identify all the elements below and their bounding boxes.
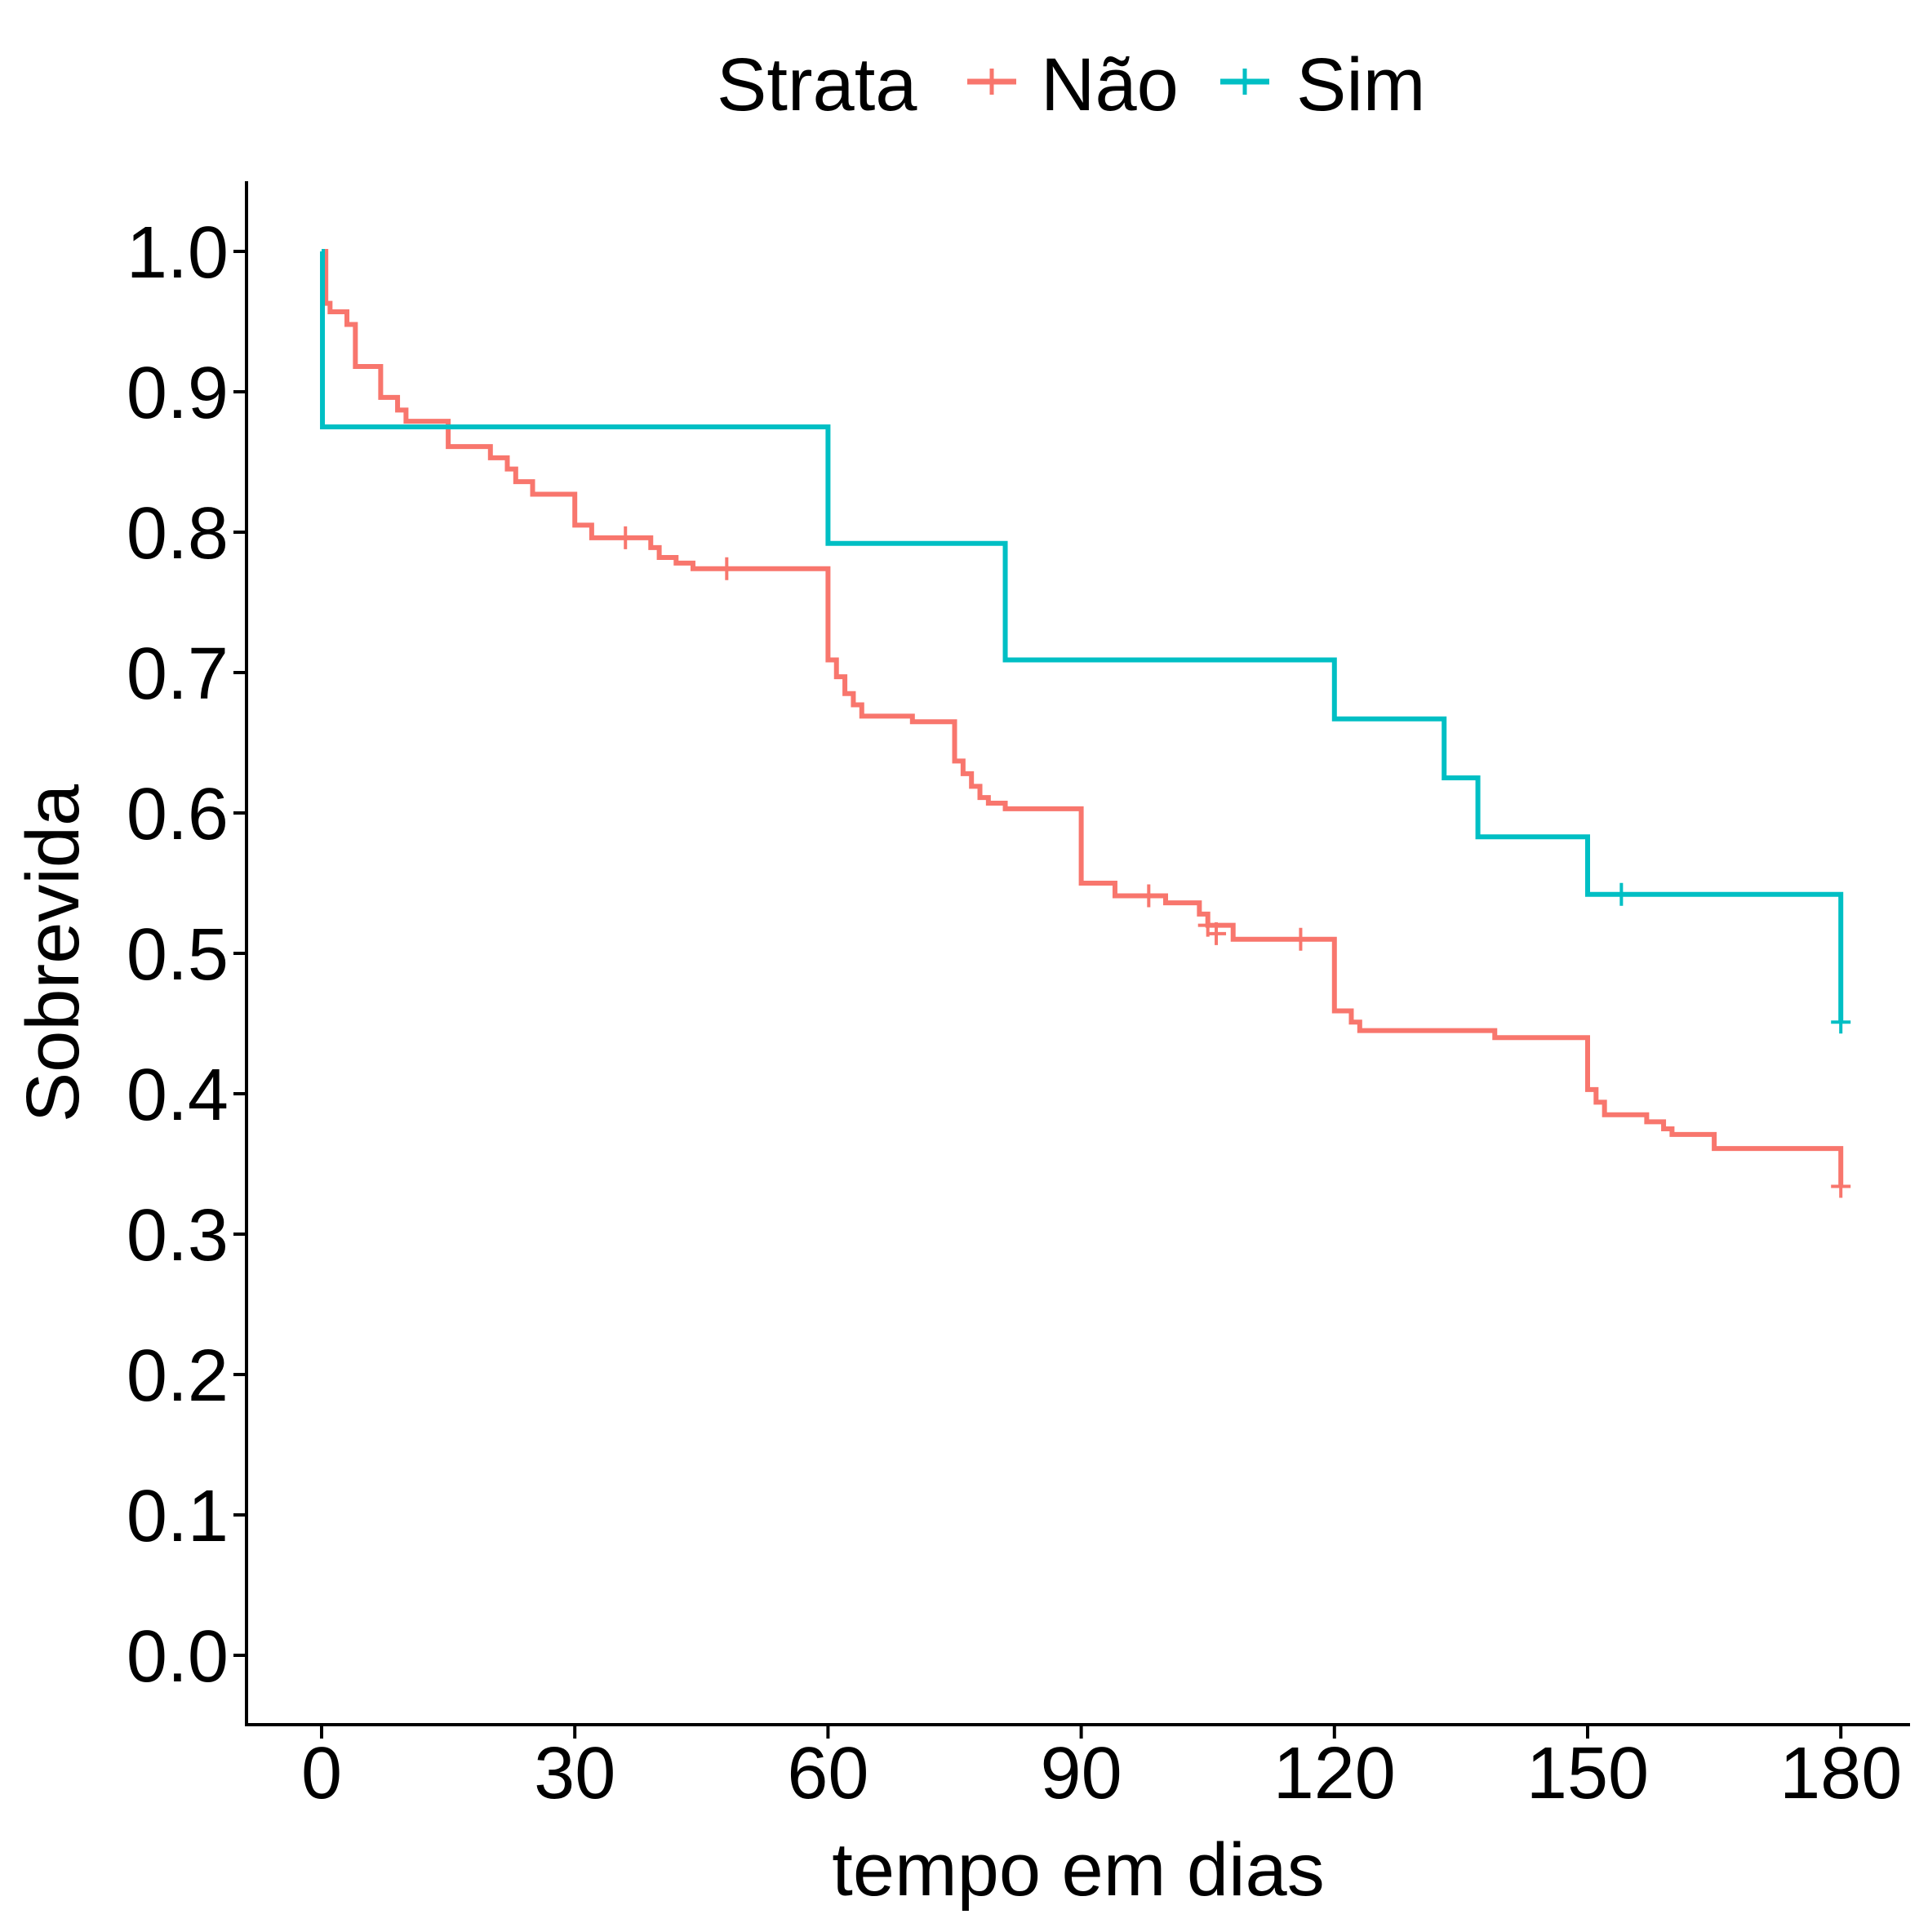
censor-mark-nao [1831, 1175, 1851, 1198]
x-tick-label: 30 [534, 1733, 615, 1814]
censor-mark-sim [1611, 882, 1632, 906]
y-axis-title: Sobrevida [11, 784, 95, 1122]
censor-mark-nao [1291, 927, 1311, 951]
plot-series [320, 249, 1851, 1198]
x-tick-label: 90 [1041, 1733, 1122, 1814]
y-tick-label: 0.4 [127, 1055, 229, 1136]
y-tick-label: 0.6 [127, 774, 229, 855]
legend-item-nao: Não [967, 43, 1179, 127]
censor-mark-sim [1831, 1010, 1851, 1034]
y-tick-label: 0.9 [127, 353, 229, 434]
y-tick-label: 0.8 [127, 493, 229, 575]
axes [245, 181, 1910, 1726]
y-tick-label: 0.0 [127, 1616, 229, 1698]
legend-title: Strata [717, 43, 917, 127]
survival-line-nao [322, 249, 1844, 1187]
y-tick-label: 0.7 [127, 633, 229, 715]
y-ticks: 0.0 0.1 0.2 0.3 0.4 0.5 0.6 0.7 0.8 0.9 1.0 [127, 212, 247, 1698]
series-nao [322, 249, 1851, 1198]
x-tick-label: 120 [1273, 1733, 1396, 1814]
x-tick-label: 150 [1526, 1733, 1649, 1814]
y-tick-label: 0.3 [127, 1195, 229, 1277]
legend: Strata Não Sim [717, 43, 1425, 127]
censor-mark-nao [1139, 884, 1159, 908]
legend-label-sim: Sim [1296, 43, 1425, 127]
x-tick-label: 60 [787, 1733, 868, 1814]
legend-label-nao: Não [1041, 43, 1179, 127]
y-tick-label: 0.2 [127, 1335, 229, 1417]
x-tick-label: 180 [1779, 1733, 1902, 1814]
censor-mark-nao [615, 526, 636, 549]
y-tick-label: 0.1 [127, 1476, 229, 1557]
censor-mark-nao [1206, 922, 1227, 945]
y-tick-label: 1.0 [127, 212, 229, 294]
x-tick-label: 0 [301, 1733, 342, 1814]
legend-item-sim: Sim [1220, 43, 1425, 127]
censor-mark-nao [717, 557, 737, 580]
survival-line-sim [320, 249, 1844, 1023]
x-ticks: 0 30 60 90 120 150 180 [301, 1725, 1902, 1814]
y-tick-label: 0.5 [127, 914, 229, 996]
x-axis-title: tempo em dias [832, 1828, 1324, 1912]
series-sim [320, 249, 1851, 1034]
